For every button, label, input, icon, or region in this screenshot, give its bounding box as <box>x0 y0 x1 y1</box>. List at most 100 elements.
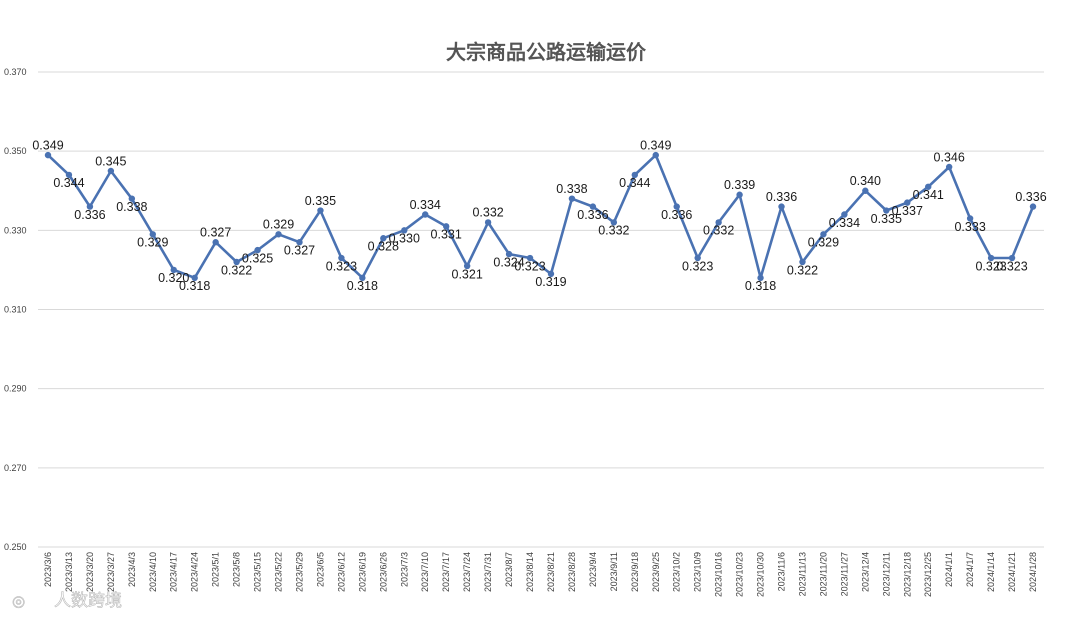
watermark: ◎ 人数跨境 <box>12 591 123 612</box>
data-point <box>715 219 722 226</box>
x-tick-label: 2023/10/30 <box>756 552 766 597</box>
data-label: 0.323 <box>326 259 357 273</box>
data-point <box>505 250 513 258</box>
data-point <box>128 195 136 202</box>
data-point <box>442 223 450 230</box>
data-point <box>526 254 534 262</box>
data-point <box>757 274 764 282</box>
x-tick-label: 2023/6/5 <box>315 552 325 587</box>
y-axis-ticks: 0.250 0.270 0.290 0.310 0.330 0.350 0.370 <box>4 67 27 552</box>
data-point <box>736 191 743 198</box>
data-label: 0.325 <box>242 251 273 265</box>
data-point <box>589 203 597 210</box>
data-point <box>945 163 953 171</box>
data-point <box>862 187 869 194</box>
x-tick-label: 2023/9/11 <box>609 552 619 591</box>
x-tick-label: 2023/3/13 <box>64 552 74 592</box>
data-label: 0.329 <box>137 236 168 250</box>
x-tick-label: 2023/8/7 <box>504 552 514 587</box>
data-label: 0.323 <box>996 259 1027 273</box>
data-label: 0.339 <box>724 178 755 192</box>
x-tick-label: 2023/4/24 <box>190 552 200 592</box>
data-point <box>904 199 911 206</box>
data-point <box>652 151 659 159</box>
data-label: 0.323 <box>682 259 713 273</box>
watermark-text: 人数跨境 <box>54 591 122 611</box>
data-point <box>631 171 639 179</box>
data-label: 0.344 <box>53 176 84 190</box>
x-tick-label: 2023/12/25 <box>923 552 933 597</box>
data-label: 0.318 <box>179 279 210 293</box>
x-tick-label: 2023/10/9 <box>693 552 703 592</box>
data-point <box>694 254 701 262</box>
data-label: 0.349 <box>640 138 671 152</box>
data-point <box>799 258 806 266</box>
chart-title: 大宗商品公路运输运价 <box>446 40 647 64</box>
data-label: 0.327 <box>200 226 231 240</box>
data-label: 0.319 <box>535 275 566 289</box>
x-tick-label: 2023/4/3 <box>127 552 137 587</box>
x-tick-label: 2023/10/2 <box>672 552 682 592</box>
data-label: 0.331 <box>431 228 462 242</box>
data-label: 0.323 <box>975 259 1006 273</box>
data-point <box>191 274 198 282</box>
data-point <box>568 195 576 202</box>
data-label: 0.328 <box>368 240 399 254</box>
x-tick-label: 2024/1/28 <box>1028 552 1038 592</box>
data-label: 0.338 <box>556 182 587 196</box>
x-tick-label: 2023/4/17 <box>169 552 179 592</box>
watermark-logo-icon: ◎ <box>12 592 25 610</box>
data-label: 0.338 <box>116 200 147 214</box>
data-point <box>463 262 471 270</box>
data-point <box>149 231 156 238</box>
x-tick-label: 2023/3/6 <box>43 552 53 587</box>
data-point <box>401 227 408 234</box>
data-label: 0.341 <box>913 188 944 202</box>
data-label: 0.337 <box>892 204 923 218</box>
x-tick-label: 2023/11/27 <box>839 552 849 596</box>
x-tick-label: 2024/1/1 <box>944 552 954 587</box>
data-label: 0.340 <box>850 174 881 188</box>
data-label: 0.323 <box>514 259 545 273</box>
data-point <box>673 203 680 210</box>
x-tick-label: 2023/11/6 <box>777 552 787 591</box>
data-label: 0.336 <box>766 190 797 204</box>
data-point <box>1029 203 1037 210</box>
data-label: 0.330 <box>389 232 420 246</box>
x-tick-label: 2023/9/4 <box>588 552 598 587</box>
data-point <box>610 219 618 226</box>
data-point <box>317 207 324 214</box>
data-point <box>547 270 555 278</box>
x-tick-label: 2024/1/7 <box>965 552 975 587</box>
data-point <box>820 231 827 238</box>
x-tick-label: 2023/6/26 <box>378 552 388 592</box>
x-tick-label: 2023/6/12 <box>336 552 346 592</box>
data-point <box>338 254 345 262</box>
data-point <box>883 207 890 214</box>
x-tick-label: 2023/5/22 <box>274 552 284 592</box>
data-point <box>296 239 303 246</box>
data-label: 0.335 <box>871 212 902 226</box>
data-point <box>86 203 94 210</box>
data-point <box>966 215 974 222</box>
x-tick-label: 2023/7/24 <box>462 552 472 592</box>
data-label: 0.349 <box>32 138 63 152</box>
x-tick-label: 2023/10/16 <box>714 552 724 597</box>
x-tick-label: 2024/1/14 <box>986 552 996 592</box>
data-point <box>925 183 932 190</box>
x-tick-label: 2023/7/3 <box>399 552 409 587</box>
data-label: 0.345 <box>95 154 126 168</box>
data-label: 0.318 <box>347 279 378 293</box>
data-point <box>254 246 261 254</box>
x-tick-label: 2023/4/10 <box>148 552 158 592</box>
y-tick-label: 0.270 <box>4 463 27 473</box>
x-tick-label: 2023/6/19 <box>357 552 367 592</box>
x-tick-label: 2023/5/8 <box>232 552 242 587</box>
data-point <box>987 254 995 262</box>
data-label: 0.334 <box>829 216 860 230</box>
data-point <box>65 171 73 179</box>
x-tick-label: 2023/12/4 <box>860 552 870 592</box>
data-label: 0.327 <box>284 244 315 258</box>
data-label: 0.334 <box>410 198 441 212</box>
